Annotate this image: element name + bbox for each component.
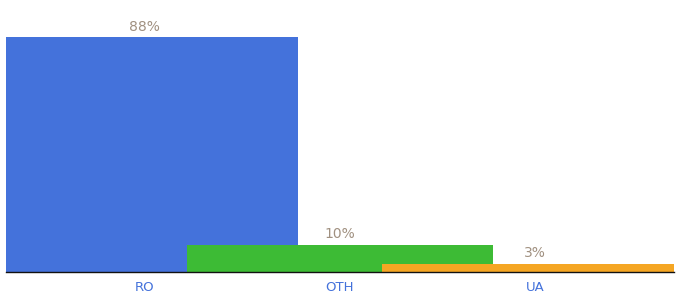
Bar: [187, 245, 493, 272]
Bar: [0, 38, 299, 272]
Bar: [381, 264, 680, 272]
Text: 3%: 3%: [524, 246, 546, 260]
Text: 10%: 10%: [324, 227, 356, 241]
Text: 88%: 88%: [129, 20, 160, 34]
